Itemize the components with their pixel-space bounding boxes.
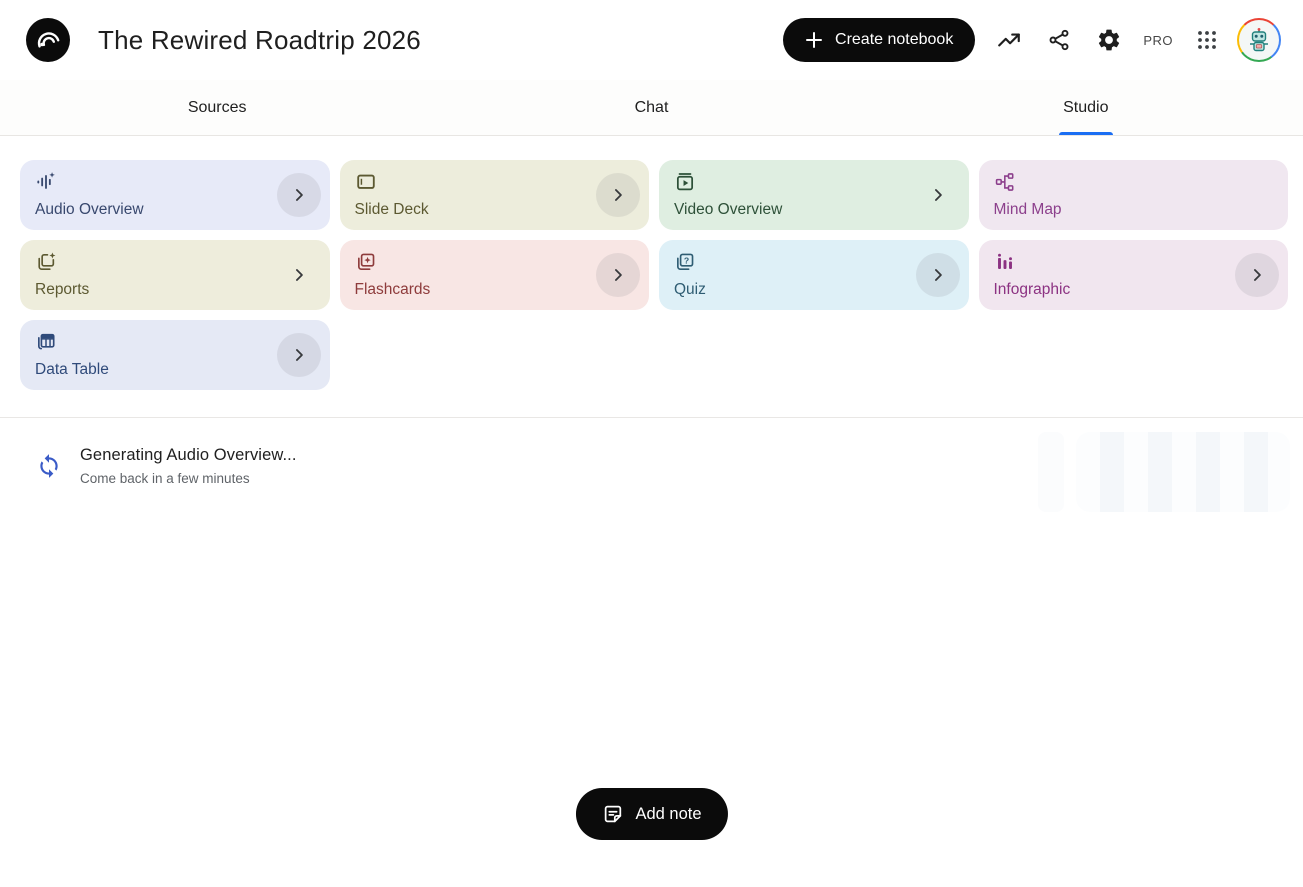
audio-waveform-icon <box>35 171 57 193</box>
open-flashcards-button[interactable] <box>596 253 640 297</box>
open-reports-button[interactable] <box>277 253 321 297</box>
studio-card-label: Infographic <box>993 281 1071 298</box>
apps-grid-icon <box>1195 28 1219 52</box>
svg-text:?: ? <box>684 255 689 265</box>
studio-card-data-table[interactable]: Data Table <box>20 320 330 390</box>
studio-cards-grid: Audio Overview Slide Deck Video Overview Mi… <box>20 160 1288 390</box>
studio-card-reports[interactable]: Reports <box>20 240 330 310</box>
open-data-table-button[interactable] <box>276 333 321 377</box>
chevron-right-icon <box>928 185 948 205</box>
plus-icon <box>805 31 823 49</box>
notebooklm-logo-icon[interactable] <box>26 18 70 62</box>
robot-avatar-image <box>1239 20 1279 60</box>
loading-skeleton <box>1038 432 1290 512</box>
create-notebook-button[interactable]: Create notebook <box>783 18 976 62</box>
tab-studio[interactable]: Studio <box>869 80 1303 135</box>
share-button[interactable] <box>1039 20 1079 60</box>
app-header: The Rewired Roadtrip 2026 Create noteboo… <box>0 0 1303 80</box>
infographic-icon <box>994 251 1016 273</box>
flashcards-icon <box>355 251 377 273</box>
studio-card-label: Slide Deck <box>354 201 429 218</box>
chevron-right-icon <box>289 265 309 285</box>
open-video-overview-button[interactable] <box>916 173 960 217</box>
note-icon <box>601 803 623 825</box>
tab-studio-label: Studio <box>1063 98 1109 116</box>
chevron-right-icon <box>928 265 948 285</box>
add-note-label: Add note <box>635 804 702 823</box>
analytics-button[interactable] <box>989 20 1029 60</box>
mind-map-icon <box>994 171 1016 193</box>
open-infographic-button[interactable] <box>1235 253 1279 297</box>
quiz-icon: ? <box>674 251 696 273</box>
chevron-right-icon <box>608 185 628 205</box>
google-apps-button[interactable] <box>1187 20 1227 60</box>
studio-card-video-overview[interactable]: Video Overview <box>659 160 969 230</box>
add-note-button[interactable]: Add note <box>575 788 728 840</box>
studio-card-slide-deck[interactable]: Slide Deck <box>339 160 649 230</box>
trending-up-icon <box>996 27 1022 53</box>
video-overview-icon <box>674 171 696 193</box>
studio-card-audio-overview[interactable]: Audio Overview <box>20 160 330 230</box>
studio-card-quiz[interactable]: ? Quiz <box>659 240 969 310</box>
generating-title: Generating Audio Overview... <box>80 446 297 464</box>
studio-card-label: Quiz <box>674 281 706 298</box>
generating-status-row: Generating Audio Overview... Come back i… <box>36 446 297 486</box>
tab-sources[interactable]: Sources <box>0 80 434 135</box>
chevron-right-icon <box>289 345 309 365</box>
chevron-right-icon <box>289 185 309 205</box>
slide-deck-icon <box>355 171 377 193</box>
studio-card-label: Audio Overview <box>35 201 144 218</box>
open-audio-overview-button[interactable] <box>276 173 321 217</box>
studio-card-label: Reports <box>35 281 90 298</box>
studio-card-label: Flashcards <box>354 281 431 298</box>
pro-badge: PRO <box>1143 32 1173 48</box>
generating-subtitle: Come back in a few minutes <box>80 471 250 486</box>
tab-chat-label: Chat <box>634 98 669 116</box>
section-divider <box>0 417 1303 418</box>
account-avatar[interactable] <box>1237 18 1281 62</box>
open-quiz-button[interactable] <box>915 253 960 297</box>
notebook-title[interactable]: The Rewired Roadtrip 2026 <box>98 24 421 55</box>
tab-chat[interactable]: Chat <box>434 80 868 135</box>
settings-gear-icon <box>1096 27 1122 53</box>
open-slide-deck-button[interactable] <box>596 173 640 217</box>
reports-icon <box>35 251 57 273</box>
studio-card-flashcards[interactable]: Flashcards <box>339 240 649 310</box>
create-notebook-label: Create notebook <box>835 31 954 48</box>
studio-card-label: Mind Map <box>993 201 1062 218</box>
panel-tabs: Sources Chat Studio <box>0 80 1303 136</box>
tab-sources-label: Sources <box>187 98 247 116</box>
sync-spinner-icon <box>36 453 62 484</box>
studio-card-infographic[interactable]: Infographic <box>978 240 1288 310</box>
studio-card-label: Data Table <box>35 361 109 378</box>
studio-card-mind-map[interactable]: Mind Map <box>978 160 1288 230</box>
settings-button[interactable] <box>1089 20 1129 60</box>
chevron-right-icon <box>1247 265 1267 285</box>
studio-card-label: Video Overview <box>674 201 783 218</box>
chevron-right-icon <box>608 265 628 285</box>
share-icon <box>1047 28 1071 52</box>
active-tab-underline <box>1058 132 1113 135</box>
data-table-icon <box>35 331 57 353</box>
